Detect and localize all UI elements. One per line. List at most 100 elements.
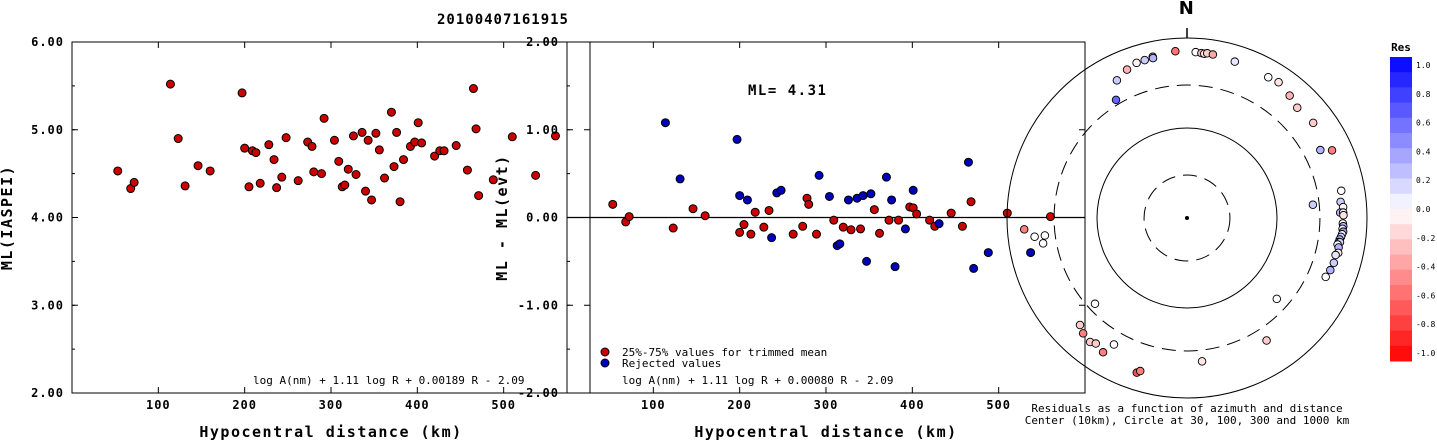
- data-point: [180, 181, 190, 191]
- colorbar-segment: [1390, 163, 1412, 180]
- colorbar-segment: [1390, 345, 1412, 362]
- rejected-point: [983, 248, 993, 258]
- rejected-point: [767, 233, 777, 243]
- rejected-point: [858, 191, 868, 201]
- north-label: N: [1179, 0, 1196, 19]
- trimmed-mean-point: [788, 229, 798, 239]
- colorbar-tick-label: -0.8: [1416, 320, 1435, 329]
- trimmed-mean-point: [804, 199, 814, 209]
- station-residual-point: [1327, 146, 1337, 155]
- data-point: [413, 118, 423, 128]
- rejected-point: [963, 157, 973, 167]
- legend-label: 25%-75% values for trimmed mean: [622, 346, 827, 359]
- colorbar-tick-label: 0.8: [1416, 90, 1431, 99]
- data-point: [205, 166, 215, 176]
- data-point: [240, 143, 250, 153]
- data-point: [319, 113, 329, 123]
- trimmed-mean-point: [957, 221, 967, 231]
- data-point: [417, 138, 427, 148]
- data-point: [307, 141, 317, 151]
- data-point: [357, 127, 367, 137]
- data-point: [474, 191, 484, 201]
- station-residual-point: [1078, 329, 1088, 338]
- data-point: [293, 176, 303, 186]
- data-point: [462, 165, 472, 175]
- station-residual-point: [1285, 91, 1294, 100]
- trimmed-mean-point: [856, 224, 866, 234]
- station-residual-point: [1208, 50, 1218, 59]
- station-residual-point: [1098, 348, 1108, 357]
- data-point: [468, 84, 478, 94]
- formula-label: log A(nm) + 1.11 log R + 0.00189 R - 2.0…: [253, 374, 525, 387]
- data-point: [237, 88, 247, 98]
- data-point: [281, 133, 291, 143]
- data-point: [367, 195, 377, 205]
- data-point: [371, 128, 381, 138]
- colorbar-segment: [1390, 269, 1412, 286]
- data-point: [317, 169, 327, 179]
- rejected-point: [660, 118, 670, 128]
- data-point: [269, 155, 279, 165]
- colorbar-tick-label: -0.2: [1416, 234, 1435, 243]
- trimmed-mean-point: [624, 212, 634, 222]
- rejected-point: [890, 262, 900, 272]
- data-point: [264, 140, 274, 150]
- x-tick-label: 500: [491, 398, 516, 412]
- trimmed-mean-point: [735, 227, 745, 237]
- station-residual-point: [1230, 57, 1240, 66]
- data-point: [272, 183, 282, 193]
- data-point: [471, 124, 481, 134]
- y-tick-label: 0.00: [526, 211, 559, 225]
- colorbar-tick-label: 1.0: [1416, 61, 1431, 70]
- station-residual-point: [1132, 58, 1141, 68]
- colorbar-tick-label: -0.6: [1416, 291, 1435, 300]
- station-residual-point: [1331, 250, 1340, 260]
- trimmed-mean-point: [946, 208, 956, 218]
- data-point: [430, 151, 440, 161]
- main-title: 20100407161915: [437, 12, 569, 28]
- colorbar-tick-label: 0.4: [1416, 147, 1431, 156]
- data-point: [251, 148, 261, 158]
- data-point: [348, 131, 358, 141]
- rejected-point: [675, 174, 685, 184]
- colorbar-segment: [1390, 209, 1412, 225]
- station-residual-point: [1148, 53, 1158, 63]
- colorbar-segment: [1390, 72, 1412, 88]
- data-point: [531, 170, 541, 180]
- colorbar-tick-label: 0.6: [1416, 119, 1431, 128]
- x-tick-label: 200: [232, 398, 257, 412]
- data-point: [386, 107, 396, 117]
- colorbar-segment: [1390, 133, 1412, 149]
- trimmed-mean-point: [966, 197, 976, 207]
- station-residual-point: [1308, 118, 1318, 128]
- station-residual-point: [1262, 336, 1271, 345]
- data-point: [507, 132, 517, 142]
- trimmed-mean-point: [829, 215, 839, 225]
- polar-caption-line2: Center (10km), Circle at 30, 100, 300 an…: [1025, 414, 1350, 427]
- data-point: [439, 146, 449, 156]
- colorbar-segment: [1390, 178, 1412, 195]
- legend-label: Rejected values: [622, 357, 721, 370]
- rejected-point: [881, 172, 891, 182]
- trimmed-mean-point: [925, 215, 935, 225]
- colorbar-segment: [1390, 117, 1412, 134]
- station-residual-point: [1109, 340, 1119, 349]
- station-residual-point: [1264, 72, 1273, 82]
- data-point: [392, 127, 402, 137]
- legend-marker: [600, 347, 610, 357]
- station-residual-point: [1339, 211, 1348, 220]
- data-point: [389, 162, 399, 172]
- legend-marker: [600, 358, 610, 368]
- x-tick-label: 300: [319, 398, 344, 412]
- colorbar-segment: [1390, 239, 1412, 256]
- station-residual-point: [1337, 186, 1346, 196]
- data-point: [173, 134, 183, 144]
- data-point: [451, 141, 461, 151]
- trimmed-mean-point: [750, 207, 760, 217]
- station-residual-point: [1019, 225, 1029, 234]
- colorbar-segment: [1390, 224, 1412, 240]
- x-tick-label: 300: [814, 398, 839, 412]
- y-tick-label: 4.00: [31, 211, 64, 225]
- trimmed-mean-point: [746, 229, 756, 239]
